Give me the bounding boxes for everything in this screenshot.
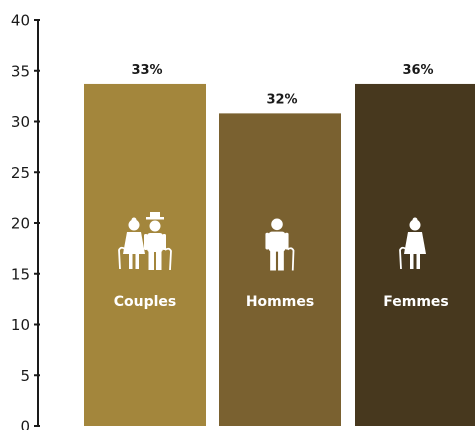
y-tick-label: 15 [11,265,30,283]
y-tick-label: 40 [11,12,30,30]
bar [84,83,206,426]
y-tick-label: 5 [20,367,30,385]
y-axis-ticks: 0 5 10 15 20 25 30 35 40 [11,12,40,430]
category-label: Couples [114,294,177,310]
y-tick-label: 0 [20,418,30,430]
y-tick-label: 25 [11,164,30,182]
bar-group-hommes: 32% Hommes [219,92,341,426]
y-tick-label: 20 [11,215,30,233]
data-label: 32% [266,92,297,107]
bar-group-femmes: 36% Femmes [355,63,475,426]
category-label: Femmes [383,294,449,310]
bars-group: 33% Couples 32% Hommes 36% Femmes [84,63,475,426]
y-tick-label: 35 [11,62,30,80]
elderly-man-icon [265,218,295,271]
elderly-couple-icon [118,212,172,271]
category-label: Hommes [246,294,314,310]
data-label: 36% [402,63,433,78]
bar-group-couples: 33% Couples [84,63,206,426]
bar [355,83,475,426]
y-tick-label: 10 [11,316,30,334]
y-tick-label: 30 [11,113,30,131]
elderly-woman-icon [399,217,426,270]
data-label: 33% [131,63,162,78]
